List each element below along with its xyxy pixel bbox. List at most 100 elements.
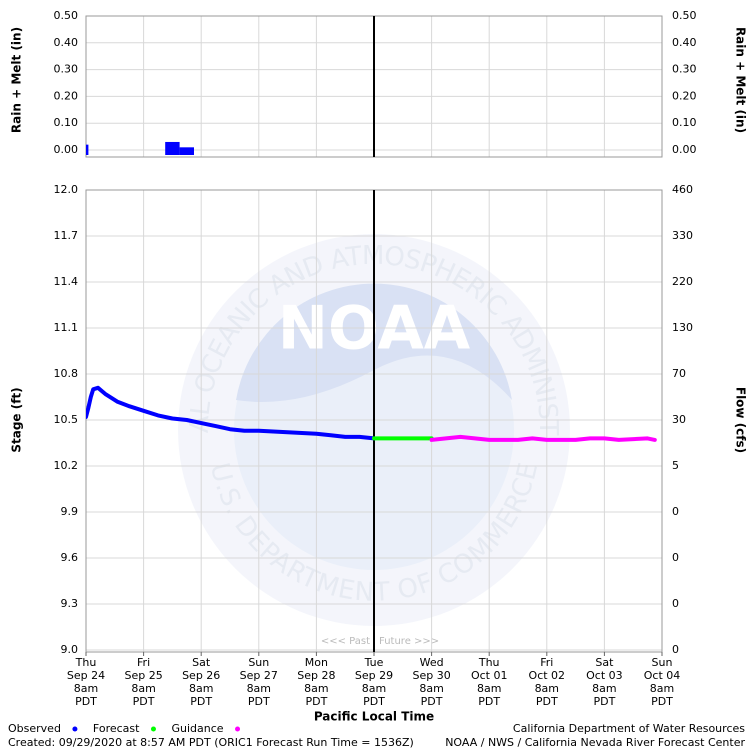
x-tick-label: 8am xyxy=(592,682,616,695)
x-tick-label: 8am xyxy=(189,682,213,695)
x-tick-label: 8am xyxy=(74,682,98,695)
x-tick-label: 8am xyxy=(131,682,155,695)
y2-tick-label: 0.20 xyxy=(672,89,697,102)
x-tick-label: Sep 25 xyxy=(124,669,162,682)
x-tick-label: PDT xyxy=(305,695,327,708)
footer-agency: California Department of Water Resources xyxy=(513,722,745,735)
x-tick-label: Fri xyxy=(540,656,553,669)
legend-marker xyxy=(72,726,78,732)
x-tick-label: PDT xyxy=(75,695,97,708)
x-tick-label: PDT xyxy=(248,695,270,708)
footer-created: Created: 09/29/2020 at 8:57 AM PDT (ORIC… xyxy=(8,736,414,749)
x-tick-label: PDT xyxy=(363,695,385,708)
x-tick-label: 8am xyxy=(650,682,674,695)
y2-tick-label: 0 xyxy=(672,505,679,518)
y-tick-label: 0.50 xyxy=(54,9,79,22)
y2-tick-label: 460 xyxy=(672,183,693,196)
y-tick-label: 9.6 xyxy=(61,551,79,564)
x-tick-label: Sep 28 xyxy=(297,669,335,682)
x-tick-label: Sep 30 xyxy=(412,669,450,682)
precip-bar xyxy=(179,147,194,155)
y2-tick-label: 70 xyxy=(672,367,686,380)
x-tick-label: Sat xyxy=(595,656,614,669)
x-tick-label: Tue xyxy=(364,656,384,669)
y-axis-title: Stage (ft) xyxy=(10,387,24,452)
y2-tick-label: 330 xyxy=(672,229,693,242)
y2-tick-label: 0.50 xyxy=(672,9,697,22)
x-tick-label: Sep 24 xyxy=(67,669,105,682)
x-tick-label: Sep 29 xyxy=(355,669,393,682)
y-tick-label: 9.9 xyxy=(61,505,79,518)
y2-axis-title: Flow (cfs) xyxy=(734,387,748,453)
y-tick-label: 10.8 xyxy=(54,367,79,380)
y-tick-label: 11.1 xyxy=(54,321,79,334)
x-tick-label: Sat xyxy=(192,656,211,669)
x-tick-label: Thu xyxy=(478,656,500,669)
y-axis-title: Rain + Melt (in) xyxy=(10,27,24,133)
y2-tick-label: 0.40 xyxy=(672,36,697,49)
x-tick-label: Sun xyxy=(248,656,269,669)
y2-axis-title: Rain + Melt (in) xyxy=(734,27,748,133)
x-tick-label: 8am xyxy=(419,682,443,695)
x-tick-label: Oct 03 xyxy=(586,669,623,682)
x-tick-label: Thu xyxy=(75,656,97,669)
x-tick-label: PDT xyxy=(133,695,155,708)
series-line xyxy=(86,385,376,441)
x-tick-label: 8am xyxy=(477,682,501,695)
precip-bar xyxy=(86,144,89,155)
footer-agency: NOAA / NWS / California Nevada River For… xyxy=(445,736,745,749)
x-axis-title: Pacific Local Time xyxy=(314,710,434,724)
legend-label: Guidance xyxy=(171,722,223,735)
series-group xyxy=(86,385,657,442)
y-tick-label: 11.7 xyxy=(54,229,79,242)
y2-tick-label: 30 xyxy=(672,413,686,426)
y2-tick-label: 0 xyxy=(672,551,679,564)
precip-bar xyxy=(165,141,180,155)
x-tick-label: 8am xyxy=(247,682,271,695)
y2-tick-label: 0.10 xyxy=(672,116,697,129)
y2-tick-label: 0.30 xyxy=(672,63,697,76)
y2-tick-label: 0 xyxy=(672,643,679,656)
y-tick-label: 0.30 xyxy=(54,63,79,76)
x-tick-label: PDT xyxy=(478,695,500,708)
x-tick-label: Oct 01 xyxy=(471,669,508,682)
series-line xyxy=(429,434,657,442)
legend-label: Observed xyxy=(8,722,61,735)
y-tick-label: 11.4 xyxy=(54,275,79,288)
x-tick-label: Sep 26 xyxy=(182,669,220,682)
y2-tick-label: 5 xyxy=(672,459,679,472)
x-tick-label: PDT xyxy=(536,695,558,708)
x-tick-label: Fri xyxy=(137,656,150,669)
legend-marker xyxy=(150,726,156,732)
y-tick-label: 0.40 xyxy=(54,36,79,49)
x-tick-label: Mon xyxy=(305,656,328,669)
x-tick-label: Sun xyxy=(652,656,673,669)
legend-marker xyxy=(235,726,241,732)
x-tick-label: 8am xyxy=(535,682,559,695)
y-tick-label: 12.0 xyxy=(54,183,79,196)
y-tick-label: 0.20 xyxy=(54,89,79,102)
x-tick-label: Sep 27 xyxy=(240,669,278,682)
y2-tick-label: 0.00 xyxy=(672,143,697,156)
x-tick-label: 8am xyxy=(304,682,328,695)
x-tick-label: PDT xyxy=(190,695,212,708)
x-tick-label: PDT xyxy=(421,695,443,708)
x-tick-label: Oct 04 xyxy=(644,669,681,682)
y-tick-label: 10.5 xyxy=(54,413,79,426)
y-tick-label: 10.2 xyxy=(54,459,79,472)
y-tick-label: 9.3 xyxy=(61,597,79,610)
y-tick-label: 0.10 xyxy=(54,116,79,129)
x-tick-label: Wed xyxy=(420,656,444,669)
y-tick-label: 0.00 xyxy=(54,143,79,156)
y2-tick-label: 0 xyxy=(672,597,679,610)
x-tick-label: PDT xyxy=(651,695,673,708)
x-tick-label: 8am xyxy=(362,682,386,695)
annotation: <<< Past xyxy=(321,636,370,647)
x-tick-label: Oct 02 xyxy=(529,669,566,682)
y2-tick-label: 220 xyxy=(672,275,693,288)
legend-label: Forecast xyxy=(93,722,140,735)
x-tick-label: PDT xyxy=(593,695,615,708)
y-tick-label: 9.0 xyxy=(61,643,79,656)
annotation: Future >>> xyxy=(379,636,439,647)
